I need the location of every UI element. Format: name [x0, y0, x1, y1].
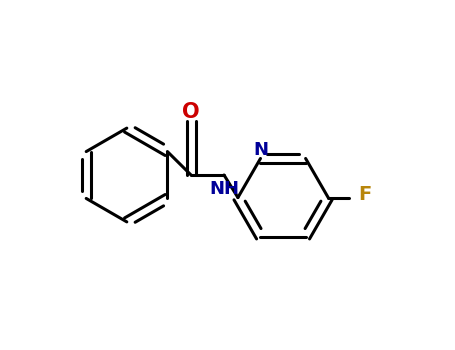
Text: NH: NH — [209, 180, 239, 198]
Text: O: O — [182, 103, 200, 122]
Text: N: N — [253, 141, 268, 159]
Text: F: F — [358, 185, 371, 204]
